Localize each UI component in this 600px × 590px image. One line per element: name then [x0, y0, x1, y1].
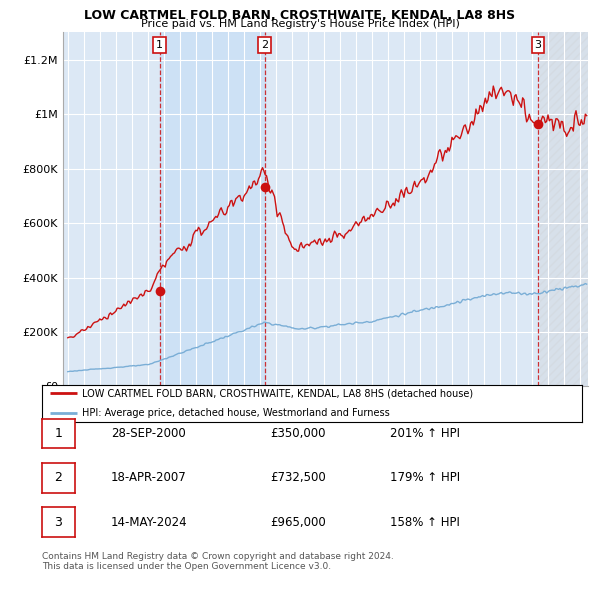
Text: £965,000: £965,000: [270, 516, 326, 529]
Text: 3: 3: [55, 516, 62, 529]
Text: 179% ↑ HPI: 179% ↑ HPI: [390, 471, 460, 484]
Text: 1: 1: [156, 40, 163, 50]
Text: LOW CARTMEL FOLD BARN, CROSTHWAITE, KENDAL, LA8 8HS: LOW CARTMEL FOLD BARN, CROSTHWAITE, KEND…: [85, 9, 515, 22]
Text: Contains HM Land Registry data © Crown copyright and database right 2024.
This d: Contains HM Land Registry data © Crown c…: [42, 552, 394, 571]
Text: 2: 2: [261, 40, 268, 50]
Bar: [160, 32, 265, 386]
Text: Price paid vs. HM Land Registry's House Price Index (HPI): Price paid vs. HM Land Registry's House …: [140, 19, 460, 30]
Text: £350,000: £350,000: [270, 427, 325, 440]
Text: 158% ↑ HPI: 158% ↑ HPI: [390, 516, 460, 529]
Text: 14-MAY-2024: 14-MAY-2024: [111, 516, 188, 529]
Text: 28-SEP-2000: 28-SEP-2000: [111, 427, 186, 440]
Text: 18-APR-2007: 18-APR-2007: [111, 471, 187, 484]
Text: £732,500: £732,500: [270, 471, 326, 484]
Text: 1: 1: [55, 427, 62, 440]
Text: HPI: Average price, detached house, Westmorland and Furness: HPI: Average price, detached house, West…: [83, 408, 390, 418]
Text: 201% ↑ HPI: 201% ↑ HPI: [390, 427, 460, 440]
Text: 2: 2: [55, 471, 62, 484]
Bar: [540, 32, 588, 386]
Text: 3: 3: [535, 40, 541, 50]
Text: LOW CARTMEL FOLD BARN, CROSTHWAITE, KENDAL, LA8 8HS (detached house): LOW CARTMEL FOLD BARN, CROSTHWAITE, KEND…: [83, 388, 473, 398]
